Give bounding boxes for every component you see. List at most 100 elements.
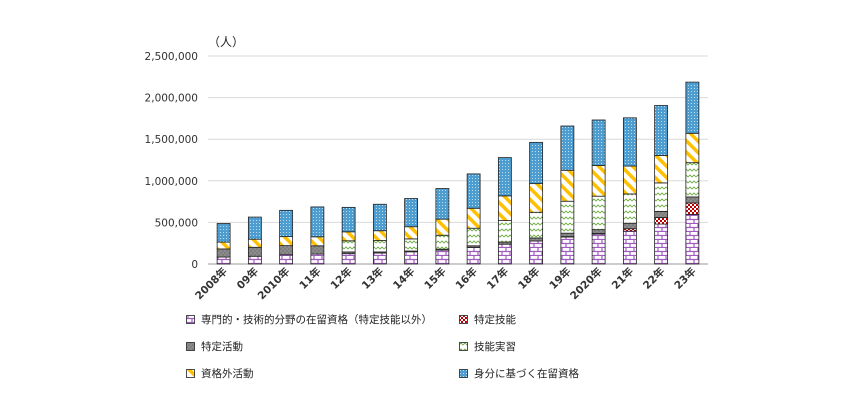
x-tick-label: 11年 bbox=[297, 265, 324, 292]
bar-segment bbox=[279, 254, 294, 265]
bar-segment bbox=[247, 246, 262, 257]
bar-segment bbox=[466, 207, 481, 229]
bar-segment bbox=[529, 183, 544, 213]
legend-item: 資格外活動 bbox=[186, 366, 254, 381]
y-tick-label: 1,500,000 bbox=[145, 134, 198, 146]
bar-segment bbox=[310, 253, 325, 265]
y-axis-ticks: 0 500,000 1,000,000 1,500,000 2,000,000 2,500… bbox=[145, 51, 198, 271]
bar-segment bbox=[497, 220, 512, 243]
x-tick-label: 09年 bbox=[234, 265, 261, 292]
x-tick-label: 2008年 bbox=[192, 265, 230, 303]
bar-segment bbox=[404, 198, 419, 228]
bar-segment bbox=[341, 240, 356, 253]
bar-segment bbox=[622, 222, 637, 230]
bar-segment bbox=[216, 241, 231, 250]
legend-swatch bbox=[459, 369, 468, 378]
bar-segment bbox=[435, 249, 450, 265]
legend-swatch bbox=[186, 342, 195, 351]
bar-segment bbox=[247, 238, 262, 248]
bar-segment bbox=[529, 211, 544, 239]
bar-segment bbox=[529, 240, 544, 265]
legend-label: 特定活動 bbox=[201, 341, 243, 353]
bar-segment bbox=[654, 223, 669, 265]
bar-segment bbox=[622, 193, 637, 224]
bar-segment bbox=[497, 157, 512, 197]
bar-segment bbox=[622, 165, 637, 195]
bar-segment bbox=[591, 195, 606, 231]
bar-segment bbox=[372, 203, 387, 232]
bar-segment bbox=[466, 246, 481, 265]
bar-segment bbox=[654, 105, 669, 156]
bar-segment bbox=[560, 169, 575, 202]
bar-segment bbox=[622, 230, 637, 265]
bar-segment bbox=[685, 81, 700, 134]
x-tick-label: 13年 bbox=[359, 265, 386, 292]
y-tick-label: 0 bbox=[191, 259, 198, 271]
bar-segment bbox=[216, 256, 231, 265]
legend-item: 特定活動 bbox=[186, 339, 243, 354]
legend-item: 身分に基づく在留資格 bbox=[459, 366, 579, 381]
bar-segment bbox=[654, 211, 669, 218]
bar-segment bbox=[685, 214, 700, 265]
bar-segment bbox=[529, 141, 544, 185]
bar-segment bbox=[279, 245, 294, 256]
bar-segment bbox=[591, 233, 606, 265]
legend-swatch bbox=[459, 315, 468, 324]
x-tick-label: 23年 bbox=[672, 265, 699, 292]
bar-segment bbox=[404, 251, 419, 265]
x-tick-label: 16年 bbox=[453, 265, 480, 292]
bars bbox=[216, 81, 700, 265]
bar-segment bbox=[497, 243, 512, 265]
bar-segment bbox=[372, 252, 387, 265]
bar-segment bbox=[591, 119, 606, 166]
legend-item: 技能実習 bbox=[459, 339, 516, 354]
bar-segment bbox=[466, 173, 481, 209]
bar-segment bbox=[247, 216, 262, 240]
bar-segment bbox=[341, 253, 356, 265]
legend-label: 特定技能 bbox=[474, 314, 516, 326]
y-tick-label: 2,500,000 bbox=[145, 51, 198, 63]
bar-segment bbox=[310, 236, 325, 247]
bar-segment bbox=[622, 117, 637, 167]
bar-segment bbox=[404, 238, 419, 252]
bar-segment bbox=[372, 230, 387, 241]
bar-segment bbox=[341, 231, 356, 242]
x-tick-label: 14年 bbox=[390, 265, 417, 292]
x-tick-label: 12年 bbox=[328, 265, 355, 292]
bar-segment bbox=[435, 188, 450, 220]
bar-segment bbox=[341, 206, 356, 233]
x-tick-label: 2010年 bbox=[255, 265, 293, 303]
bar-segment bbox=[560, 232, 575, 237]
bar-segment bbox=[497, 195, 512, 221]
y-axis-unit-label: （人） bbox=[208, 35, 244, 49]
bar-segment bbox=[560, 200, 575, 234]
legend-label: 資格外活動 bbox=[201, 368, 254, 380]
legend-label: 専門的・技術的分野の在留資格（特定技能以外） bbox=[201, 314, 432, 326]
bar-segment bbox=[560, 236, 575, 265]
chart-legend: 専門的・技術的分野の在留資格（特定技能以外） 特定技能特定活動 技能実習資格外活動 身… bbox=[186, 312, 706, 392]
x-tick-label: 2020年 bbox=[567, 265, 605, 303]
bar-segment bbox=[654, 182, 669, 212]
x-tick-label: 15年 bbox=[422, 265, 449, 292]
bar-segment bbox=[279, 209, 294, 238]
bar-segment bbox=[310, 206, 325, 238]
bar-segment bbox=[685, 202, 700, 215]
bar-segment bbox=[216, 223, 231, 243]
y-tick-label: 500,000 bbox=[155, 217, 198, 229]
legend-item: 特定技能 bbox=[459, 312, 516, 327]
legend-swatch bbox=[186, 315, 195, 324]
legend-label: 身分に基づく在留資格 bbox=[474, 368, 579, 380]
bar-segment bbox=[310, 245, 325, 255]
bar-segment bbox=[435, 218, 450, 236]
legend-swatch bbox=[459, 342, 468, 351]
bar-segment bbox=[685, 132, 700, 164]
bar-segment bbox=[435, 234, 450, 250]
x-tick-label: 22年 bbox=[640, 265, 667, 292]
x-tick-label: 19年 bbox=[547, 265, 574, 292]
legend-item: 専門的・技術的分野の在留資格（特定技能以外） bbox=[186, 312, 432, 327]
bar-segment bbox=[279, 236, 294, 247]
bar-segment bbox=[466, 227, 481, 247]
x-tick-label: 18年 bbox=[515, 265, 542, 292]
